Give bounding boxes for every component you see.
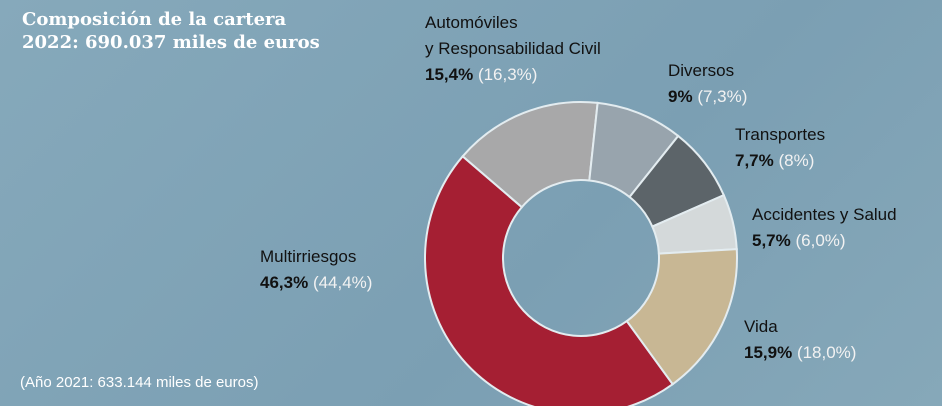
segment-label: Automóviles y Responsabilidad Civil 15,4%… bbox=[425, 10, 601, 88]
title-line: 2022: 690.037 miles de euros bbox=[22, 32, 320, 53]
category-name: Automóviles y Responsabilidad Civil bbox=[425, 13, 601, 58]
donut-segment bbox=[625, 248, 738, 386]
value-label: 46,3% bbox=[260, 273, 309, 292]
value-line: 15,4% (16,3%) bbox=[425, 62, 601, 88]
previous-value-label: (18,0%) bbox=[796, 343, 857, 362]
value-label: 15,4% bbox=[425, 65, 474, 84]
value-line: 7,7% (8%) bbox=[735, 148, 825, 174]
category-name: Transportes bbox=[735, 125, 826, 144]
category-name: Multirriesgos bbox=[260, 247, 357, 266]
segment-label: Transportes 7,7% (8%) bbox=[735, 122, 825, 174]
value-label: 5,7% bbox=[752, 231, 791, 250]
title-line: Composición de la cartera bbox=[22, 9, 287, 30]
segment-label: Multirriesgos 46,3% (44,4%) bbox=[260, 244, 372, 296]
value-label: 15,9% bbox=[744, 343, 793, 362]
footnote: (Año 2021: 633.144 miles de euros) bbox=[20, 374, 259, 391]
previous-value-label: (6,0%) bbox=[795, 231, 846, 250]
previous-value-label: (8%) bbox=[778, 151, 815, 170]
value-line: 5,7% (6,0%) bbox=[752, 228, 897, 254]
previous-value-label: (44,4%) bbox=[312, 273, 373, 292]
donut-segment bbox=[424, 154, 675, 406]
segment-label: Diversos 9% (7,3%) bbox=[668, 58, 747, 110]
category-name: Vida bbox=[744, 317, 778, 336]
category-name: Diversos bbox=[668, 61, 735, 80]
segment-label: Accidentes y Salud 5,7% (6,0%) bbox=[752, 202, 897, 254]
previous-value-label: (7,3%) bbox=[697, 87, 748, 106]
segment-label: Vida 15,9% (18,0%) bbox=[744, 314, 856, 366]
value-line: 9% (7,3%) bbox=[668, 84, 747, 110]
previous-value-label: (16,3%) bbox=[477, 65, 538, 84]
category-name: Accidentes y Salud bbox=[752, 205, 897, 224]
value-line: 46,3% (44,4%) bbox=[260, 270, 372, 296]
value-label: 7,7% bbox=[735, 151, 774, 170]
chart-title: Composición de la cartera 2022: 690.037 … bbox=[22, 8, 320, 54]
value-line: 15,9% (18,0%) bbox=[744, 340, 856, 366]
value-label: 9% bbox=[668, 87, 693, 106]
